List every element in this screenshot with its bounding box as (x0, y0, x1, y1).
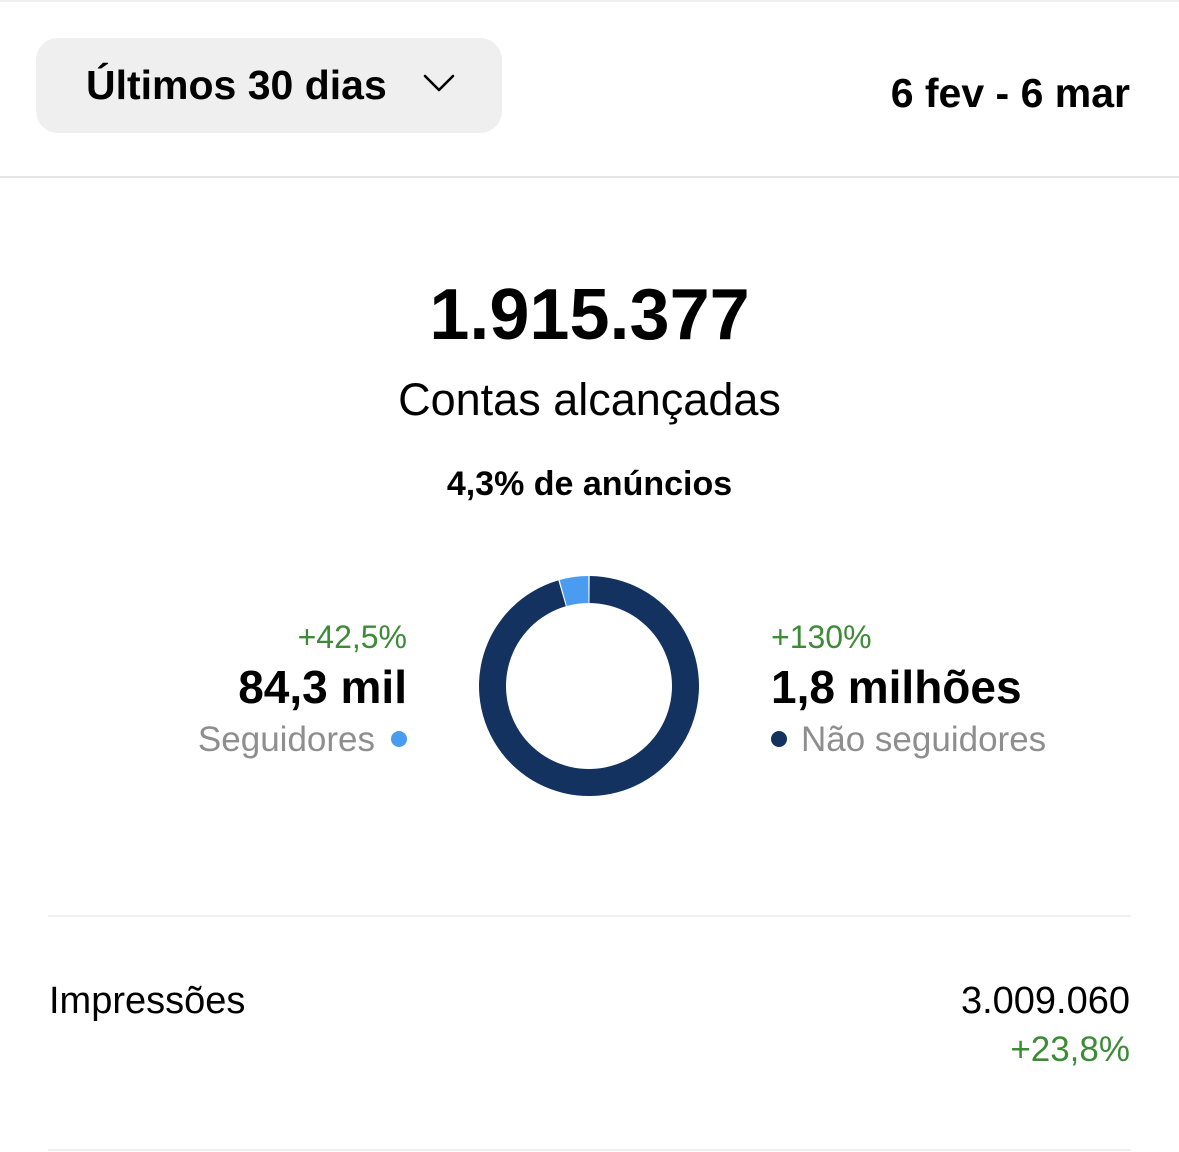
bottom-divider (48, 1149, 1131, 1151)
non-followers-label: Não seguidores (801, 720, 1047, 759)
followers-dot-icon (391, 730, 407, 747)
donut-slice-non-followers (479, 576, 699, 796)
accounts-reached-value: 1.915.377 (429, 275, 750, 355)
followers-value: 84,3 mil (238, 661, 407, 713)
non-followers-stat: +130% 1,8 milhões Não seguidores (771, 615, 1046, 765)
section-divider (48, 915, 1131, 917)
impressions-label: Impressões (49, 980, 246, 1022)
chevron-down-icon (423, 74, 455, 92)
top-divider (0, 0, 1179, 2)
ads-percentage-note: 4,3% de anúncios (446, 465, 733, 503)
period-selector-label: Últimos 30 dias (86, 62, 387, 108)
non-followers-value: 1,8 milhões (771, 661, 1022, 713)
followers-delta: +42,5% (297, 619, 407, 655)
reach-donut-chart (479, 576, 699, 796)
date-range: 6 fev - 6 mar (890, 70, 1130, 116)
donut-slice-followers (559, 576, 589, 607)
impressions-delta: +23,8% (1010, 1030, 1130, 1069)
non-followers-dot-icon (771, 730, 787, 747)
followers-stat: +42,5% 84,3 mil Seguidores (198, 615, 407, 765)
impressions-value: 3.009.060 (960, 980, 1130, 1022)
non-followers-delta: +130% (771, 619, 872, 655)
followers-label: Seguidores (197, 720, 375, 759)
period-selector-button[interactable]: Últimos 30 dias (36, 38, 502, 133)
non-followers-legend: Não seguidores (771, 715, 1046, 765)
followers-legend: Seguidores (198, 715, 407, 765)
accounts-reached-label: Contas alcançadas (398, 374, 781, 425)
header-divider (0, 176, 1179, 178)
